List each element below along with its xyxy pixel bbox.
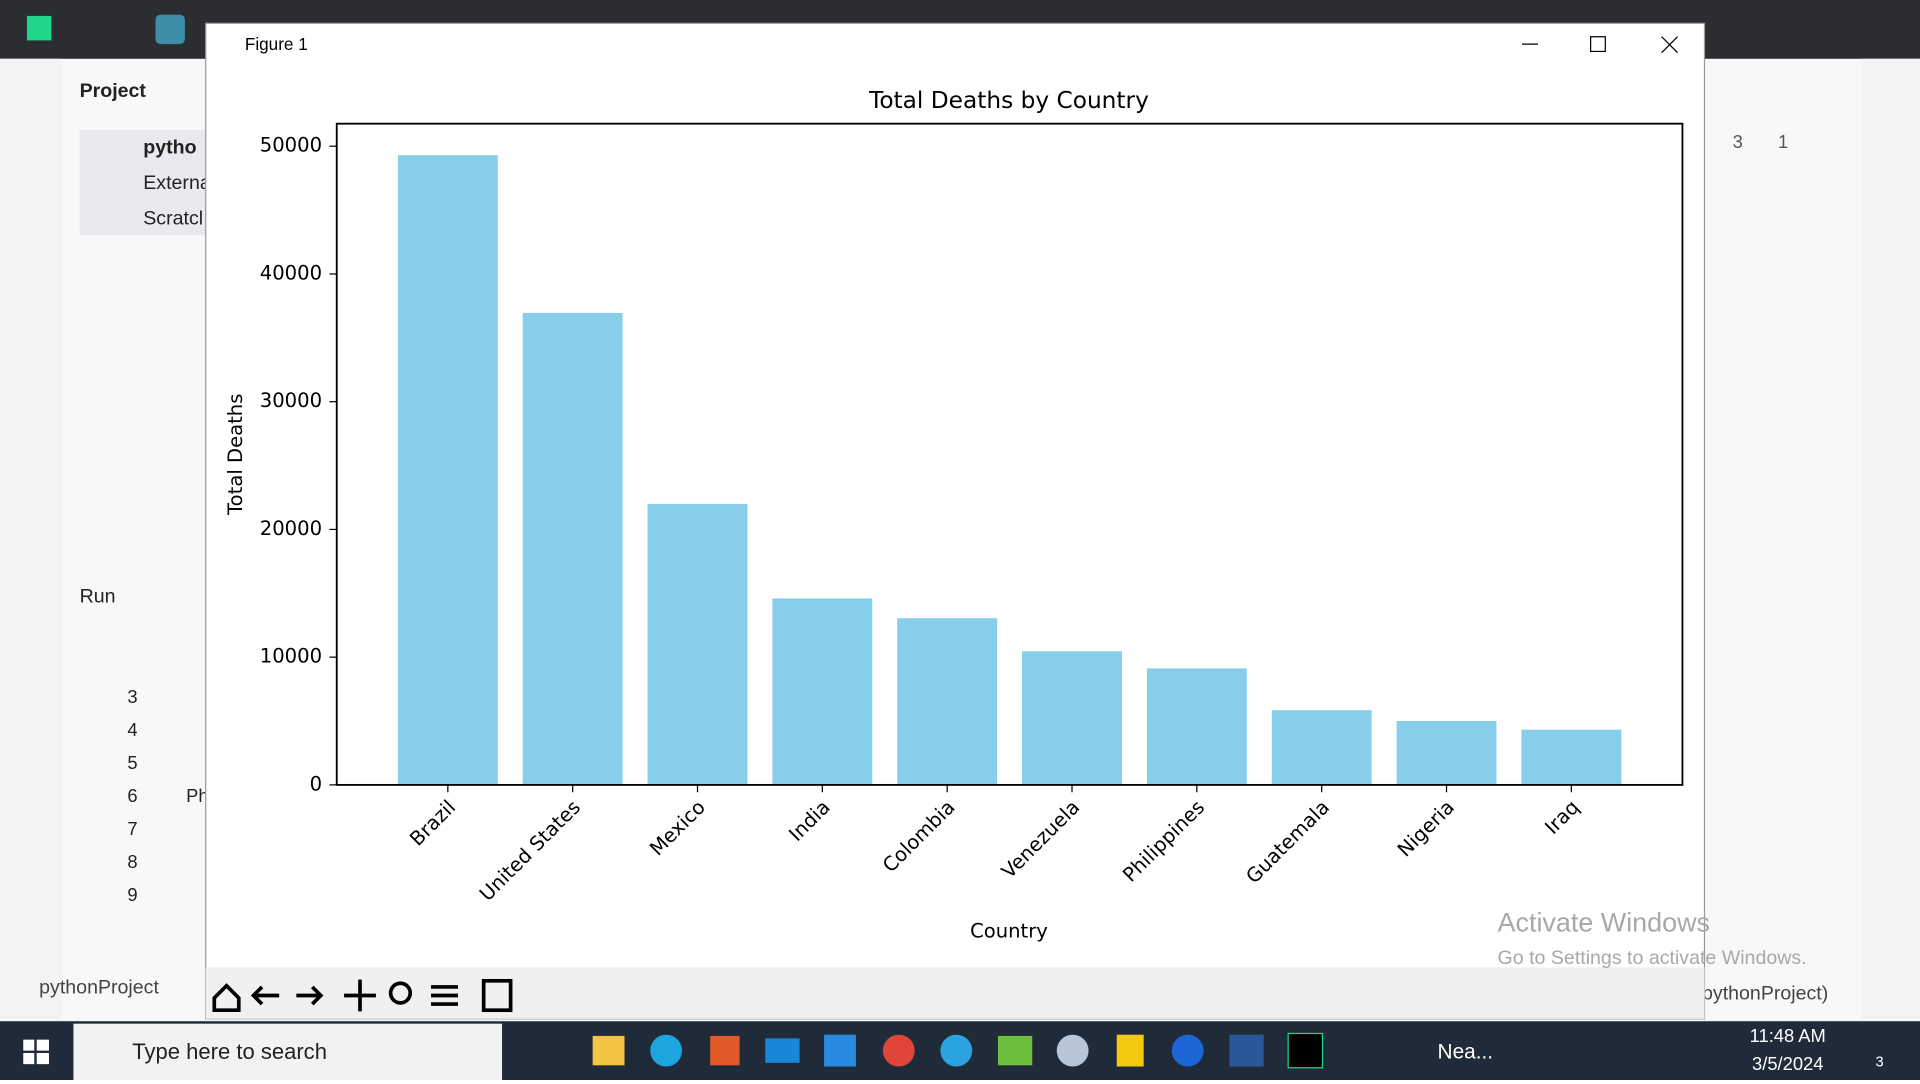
bar [1396, 721, 1497, 785]
tree-item[interactable]: Scratcl [143, 207, 203, 229]
line-number: 7 [127, 818, 137, 839]
line-number: 9 [127, 884, 137, 905]
run-tab[interactable]: Run [80, 586, 116, 608]
tree-item[interactable]: pytho [143, 136, 196, 158]
app-icon[interactable] [997, 1035, 1033, 1066]
console-text: Ph [186, 785, 208, 806]
line-number: 6 [127, 785, 137, 806]
app-icon[interactable] [650, 1034, 683, 1067]
weather[interactable]: Nea... [1438, 1041, 1493, 1064]
figure-toolbar [205, 967, 1705, 1019]
watermark-title: Activate Windows [1498, 908, 1710, 938]
y-tick-label: 50000 [260, 134, 322, 157]
app-icon[interactable] [882, 1034, 915, 1067]
console-lines: 3 4 5 6 7 8 9 [127, 686, 137, 905]
bar [1022, 651, 1122, 785]
plot-frame [335, 122, 1684, 786]
checks-count[interactable]: 1 [1778, 131, 1788, 152]
search-box[interactable] [73, 1023, 503, 1080]
project-badge[interactable] [155, 14, 185, 45]
bar [397, 155, 498, 785]
app-icon[interactable] [710, 1035, 740, 1066]
project-tree [79, 129, 209, 236]
line-number: 3 [127, 686, 137, 707]
taskbar-apps [592, 1032, 1324, 1069]
toolbar-icons[interactable] [212, 979, 458, 1013]
warnings-count[interactable]: 3 [1733, 131, 1743, 152]
y-tick-label: 10000 [260, 645, 322, 668]
app-icon[interactable] [940, 1034, 973, 1067]
x-axis-label: Country [970, 919, 1048, 942]
y-tick-label: 40000 [260, 261, 322, 284]
breadcrumb[interactable]: pythonProject [39, 976, 159, 998]
search-placeholder[interactable]: Type here to search [132, 1039, 327, 1064]
y-tick-label: 0 [310, 772, 322, 795]
y-tick-label: 30000 [260, 389, 322, 412]
pycharm-logo[interactable] [26, 15, 52, 41]
bar [1146, 668, 1247, 785]
app-icon[interactable] [1056, 1034, 1089, 1067]
app-icon[interactable] [1116, 1034, 1144, 1067]
app-icon[interactable] [592, 1035, 625, 1066]
bar [1521, 729, 1622, 785]
clock-time[interactable]: 11:48 AM [1750, 1025, 1826, 1046]
right-toolbar [1861, 58, 1920, 1019]
left-toolbar [0, 58, 62, 1019]
start-button[interactable] [23, 1039, 49, 1065]
bar [647, 503, 748, 785]
bar [522, 312, 623, 785]
notification-count[interactable]: 3 [1876, 1055, 1884, 1071]
window-controls[interactable] [1522, 36, 1678, 54]
app-icon[interactable] [1229, 1034, 1264, 1067]
app-icon[interactable] [824, 1034, 856, 1067]
bar [1271, 710, 1372, 785]
y-tick-label: 20000 [260, 517, 322, 540]
line-number: 8 [127, 851, 137, 872]
line-number: 5 [127, 752, 137, 773]
save-icon[interactable] [481, 978, 513, 1013]
app-icon[interactable] [1171, 1034, 1204, 1067]
chart-title: Total Deaths by Country [868, 87, 1149, 114]
project-label[interactable]: Project [80, 80, 147, 102]
app-icon[interactable] [1287, 1032, 1324, 1069]
bar [772, 598, 873, 785]
bar [897, 618, 998, 785]
tree-item[interactable]: Externa [143, 172, 211, 194]
clock-date[interactable]: 3/5/2024 [1752, 1053, 1823, 1074]
watermark-subtitle: Go to Settings to activate Windows. [1498, 947, 1807, 969]
line-number: 4 [127, 719, 137, 740]
window-title: Figure 1 [245, 34, 308, 54]
app-icon[interactable] [765, 1038, 800, 1063]
zoom-icon[interactable] [388, 981, 413, 1005]
y-axis-label: Total Deaths [224, 394, 247, 516]
status-text: pythonProject) [1702, 982, 1828, 1004]
